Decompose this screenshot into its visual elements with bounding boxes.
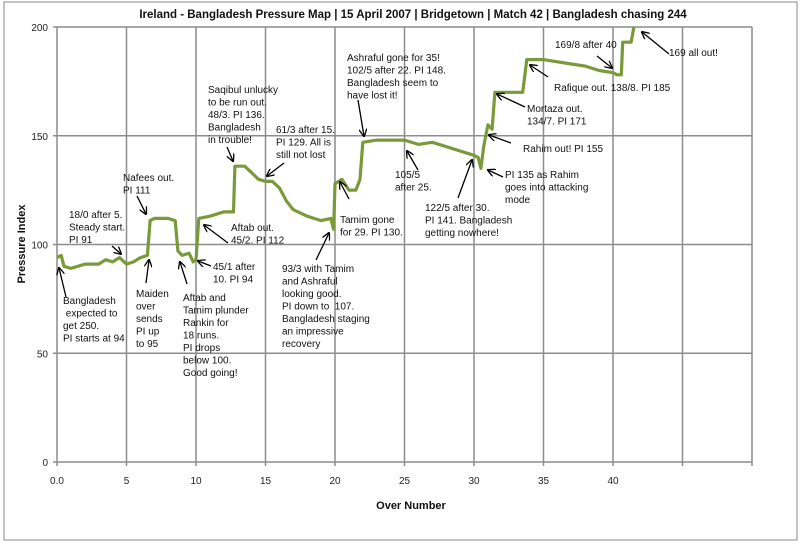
y-axis-label: Pressure Index [16, 204, 28, 284]
annotation-text: have lost it! [347, 91, 398, 102]
x-tick-label: 30 [468, 476, 480, 487]
annotation-text: Tamim gone [340, 215, 395, 226]
annotation-text: sends [136, 314, 163, 325]
annotation-text: 93/3 with Tamim [282, 264, 354, 275]
annotation-text: 169 all out! [669, 48, 718, 59]
annotation-text: in trouble! [208, 135, 252, 146]
annotation-text: Mortaza out. [527, 104, 583, 115]
annotation-text: PI up [136, 327, 160, 338]
annotation-text: an impressive [282, 327, 344, 338]
annotation-text: 45/2. PI 112 [231, 236, 285, 247]
annotation-text: mode [505, 195, 530, 206]
annotation-text: PI drops [183, 343, 220, 354]
y-tick-label: 150 [31, 132, 48, 143]
annotation-text: to 95 [136, 339, 159, 350]
annotation-text: Aftab out. [231, 223, 274, 234]
annotation-text: PI 91 [69, 235, 93, 246]
annotation-text: expected to [63, 309, 118, 320]
annotation-text: Tamim plunder [183, 306, 249, 317]
x-tick-label: 0.0 [50, 476, 64, 487]
x-tick-label: 20 [329, 476, 341, 487]
annotation-text: Rankin for [183, 318, 229, 329]
annotation-text: to be run out. [208, 98, 267, 109]
annotation-text: Bangladesh [63, 296, 116, 307]
annotation-text: Maiden [136, 289, 169, 300]
annotation-text: PI 129. All is [276, 138, 331, 149]
annotation-text: PI 141. Bangladesh [425, 216, 512, 227]
annotation-text: goes into attacking [505, 183, 588, 194]
annotation-text: get 250. [63, 321, 99, 332]
annotation-text: 18/0 after 5. [69, 210, 122, 221]
annotation-text: Aftab and [183, 293, 226, 304]
annotation-text: Rafique out. 138/8. PI 185 [554, 83, 671, 94]
annotation-text: PI starts at 94 [63, 334, 125, 345]
annotation-text: getting nowhere! [425, 228, 499, 239]
x-tick-label: 10 [190, 476, 202, 487]
annotation-text: Bangladesh staging [282, 314, 370, 325]
annotation-text: 61/3 after 15. [276, 125, 335, 136]
annotation-text: 105/5 [395, 170, 420, 181]
annotation-text: after 25. [395, 183, 432, 194]
x-tick-label: 25 [399, 476, 411, 487]
annotation-text: Steady start. [69, 223, 125, 234]
annotation-text: 134/7. PI 171 [527, 117, 587, 128]
y-tick-label: 200 [31, 23, 48, 34]
annotation-text: and Ashraful [282, 277, 338, 288]
annotation-text: PI down to 107. [282, 302, 354, 313]
annotation-text: Rahim out! PI 155 [523, 144, 603, 155]
annotation-text: recovery [282, 339, 320, 350]
annotation-text: PI 135 as Rahim [505, 170, 579, 181]
annotation-text: 10. PI 94 [213, 275, 253, 286]
x-tick-label: 5 [124, 476, 130, 487]
x-axis-label: Over Number [376, 500, 446, 512]
x-tick-label: 35 [538, 476, 550, 487]
annotation-text: looking good. [282, 289, 342, 300]
annotation-text: Saqibul unlucky [208, 85, 278, 96]
x-tick-label: 40 [607, 476, 619, 487]
annotation-text: 122/5 after 30. [425, 203, 490, 214]
y-tick-label: 100 [31, 241, 48, 252]
annotation-text: below 100. [183, 356, 231, 367]
y-tick-label: 50 [37, 349, 49, 360]
annotation-text: PI 111 [123, 186, 151, 197]
x-tick-label: 15 [260, 476, 272, 487]
annotation-text: 48/3. PI 136. [208, 110, 265, 121]
annotation-text: 45/1 after [213, 262, 256, 273]
annotation-text: for 29. PI 130. [340, 228, 403, 239]
annotation-text: Bangladesh [208, 123, 261, 134]
annotation-text: Bangladesh seem to [347, 78, 439, 89]
annotation-text: 102/5 after 22. PI 148. [347, 66, 446, 77]
annotation-text: 169/8 after 40 [555, 40, 617, 51]
annotation-text: Ashraful gone for 35! [347, 53, 440, 64]
annotation-text: Good going! [183, 368, 238, 379]
annotation-text: still not lost [276, 150, 326, 161]
chart-title: Ireland - Bangladesh Pressure Map | 15 A… [139, 9, 687, 21]
annotation-text: Nafees out. [123, 173, 174, 184]
y-tick-label: 0 [42, 458, 48, 469]
annotation-text: over [136, 302, 156, 313]
annotation-text: 18 runs. [183, 331, 219, 342]
